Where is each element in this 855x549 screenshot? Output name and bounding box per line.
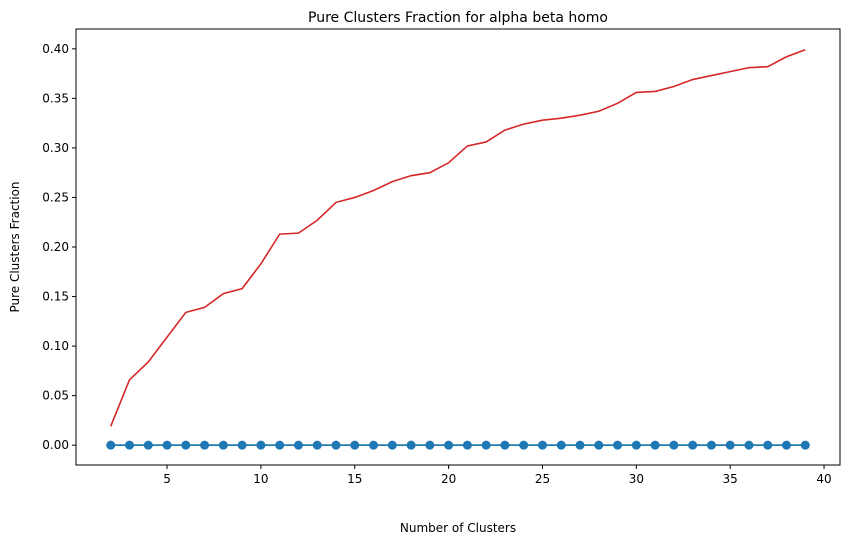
series-2-point [124,440,134,450]
series-2-point [594,440,604,450]
series-2-point [387,440,397,450]
x-tick-label: 30 [629,472,644,486]
series-2-point [181,440,191,450]
series-2-point [425,440,435,450]
series-2-point [763,440,773,450]
series-2-point [143,440,153,450]
series-2-point [406,440,416,450]
y-tick-label: 0.15 [42,290,69,304]
series-layer [106,49,810,450]
y-tick-label: 0.40 [42,42,69,56]
series-2-point [481,440,491,450]
x-tick-label: 5 [163,472,171,486]
series-2-point [650,440,660,450]
y-tick-label: 0.35 [42,91,69,105]
x-tick-label: 25 [535,472,550,486]
series-2-point [556,440,566,450]
series-2-point [162,440,172,450]
x-tick-label: 40 [816,472,831,486]
series-2-point [218,440,228,450]
series-2-point [519,440,529,450]
series-2-point [293,440,303,450]
y-tick-label: 0.10 [42,339,69,353]
series-2-point [275,440,285,450]
x-axis-label: Number of Clusters [400,521,516,535]
series-2-point [725,440,735,450]
series-2-point [237,440,247,450]
y-tick-label: 0.20 [42,240,69,254]
series-2-point [782,440,792,450]
series-2-point [106,440,116,450]
series-2-point [800,440,810,450]
series-2-point [256,440,266,450]
x-tick-label: 10 [253,472,268,486]
x-tick-label: 35 [723,472,738,486]
series-2-point [613,440,623,450]
series-2-point [706,440,716,450]
plot-frame [75,28,841,466]
series-2-point [312,440,322,450]
series-2-point [537,440,547,450]
series-2-point [744,440,754,450]
series-2-point [350,440,360,450]
series-2-point [575,440,585,450]
series-0-line [109,49,806,427]
y-tick-label: 0.00 [42,438,69,452]
y-tick-label: 0.05 [42,389,69,403]
y-tick-label: 0.25 [42,190,69,204]
series-2-point [669,440,679,450]
y-tick-label: 0.30 [42,141,69,155]
series-2-point [631,440,641,450]
series-2-point [500,440,510,450]
y-axis: 0.00 0.05 0.10 0.15 0.20 0.25 0.30 0.35 0.40 [42,42,76,452]
series-2-point [462,440,472,450]
series-2-point [331,440,341,450]
series-2-point [444,440,454,450]
x-tick-label: 15 [347,472,362,486]
series-2-point [688,440,698,450]
series-2-point [369,440,379,450]
x-axis: 5 10 15 20 25 30 35 40 [163,465,832,486]
y-axis-label: Pure Clusters Fraction [8,181,22,312]
chart-title: Pure Clusters Fraction for alpha beta ho… [308,10,608,26]
series-2-point [200,440,210,450]
x-tick-label: 20 [441,472,456,486]
